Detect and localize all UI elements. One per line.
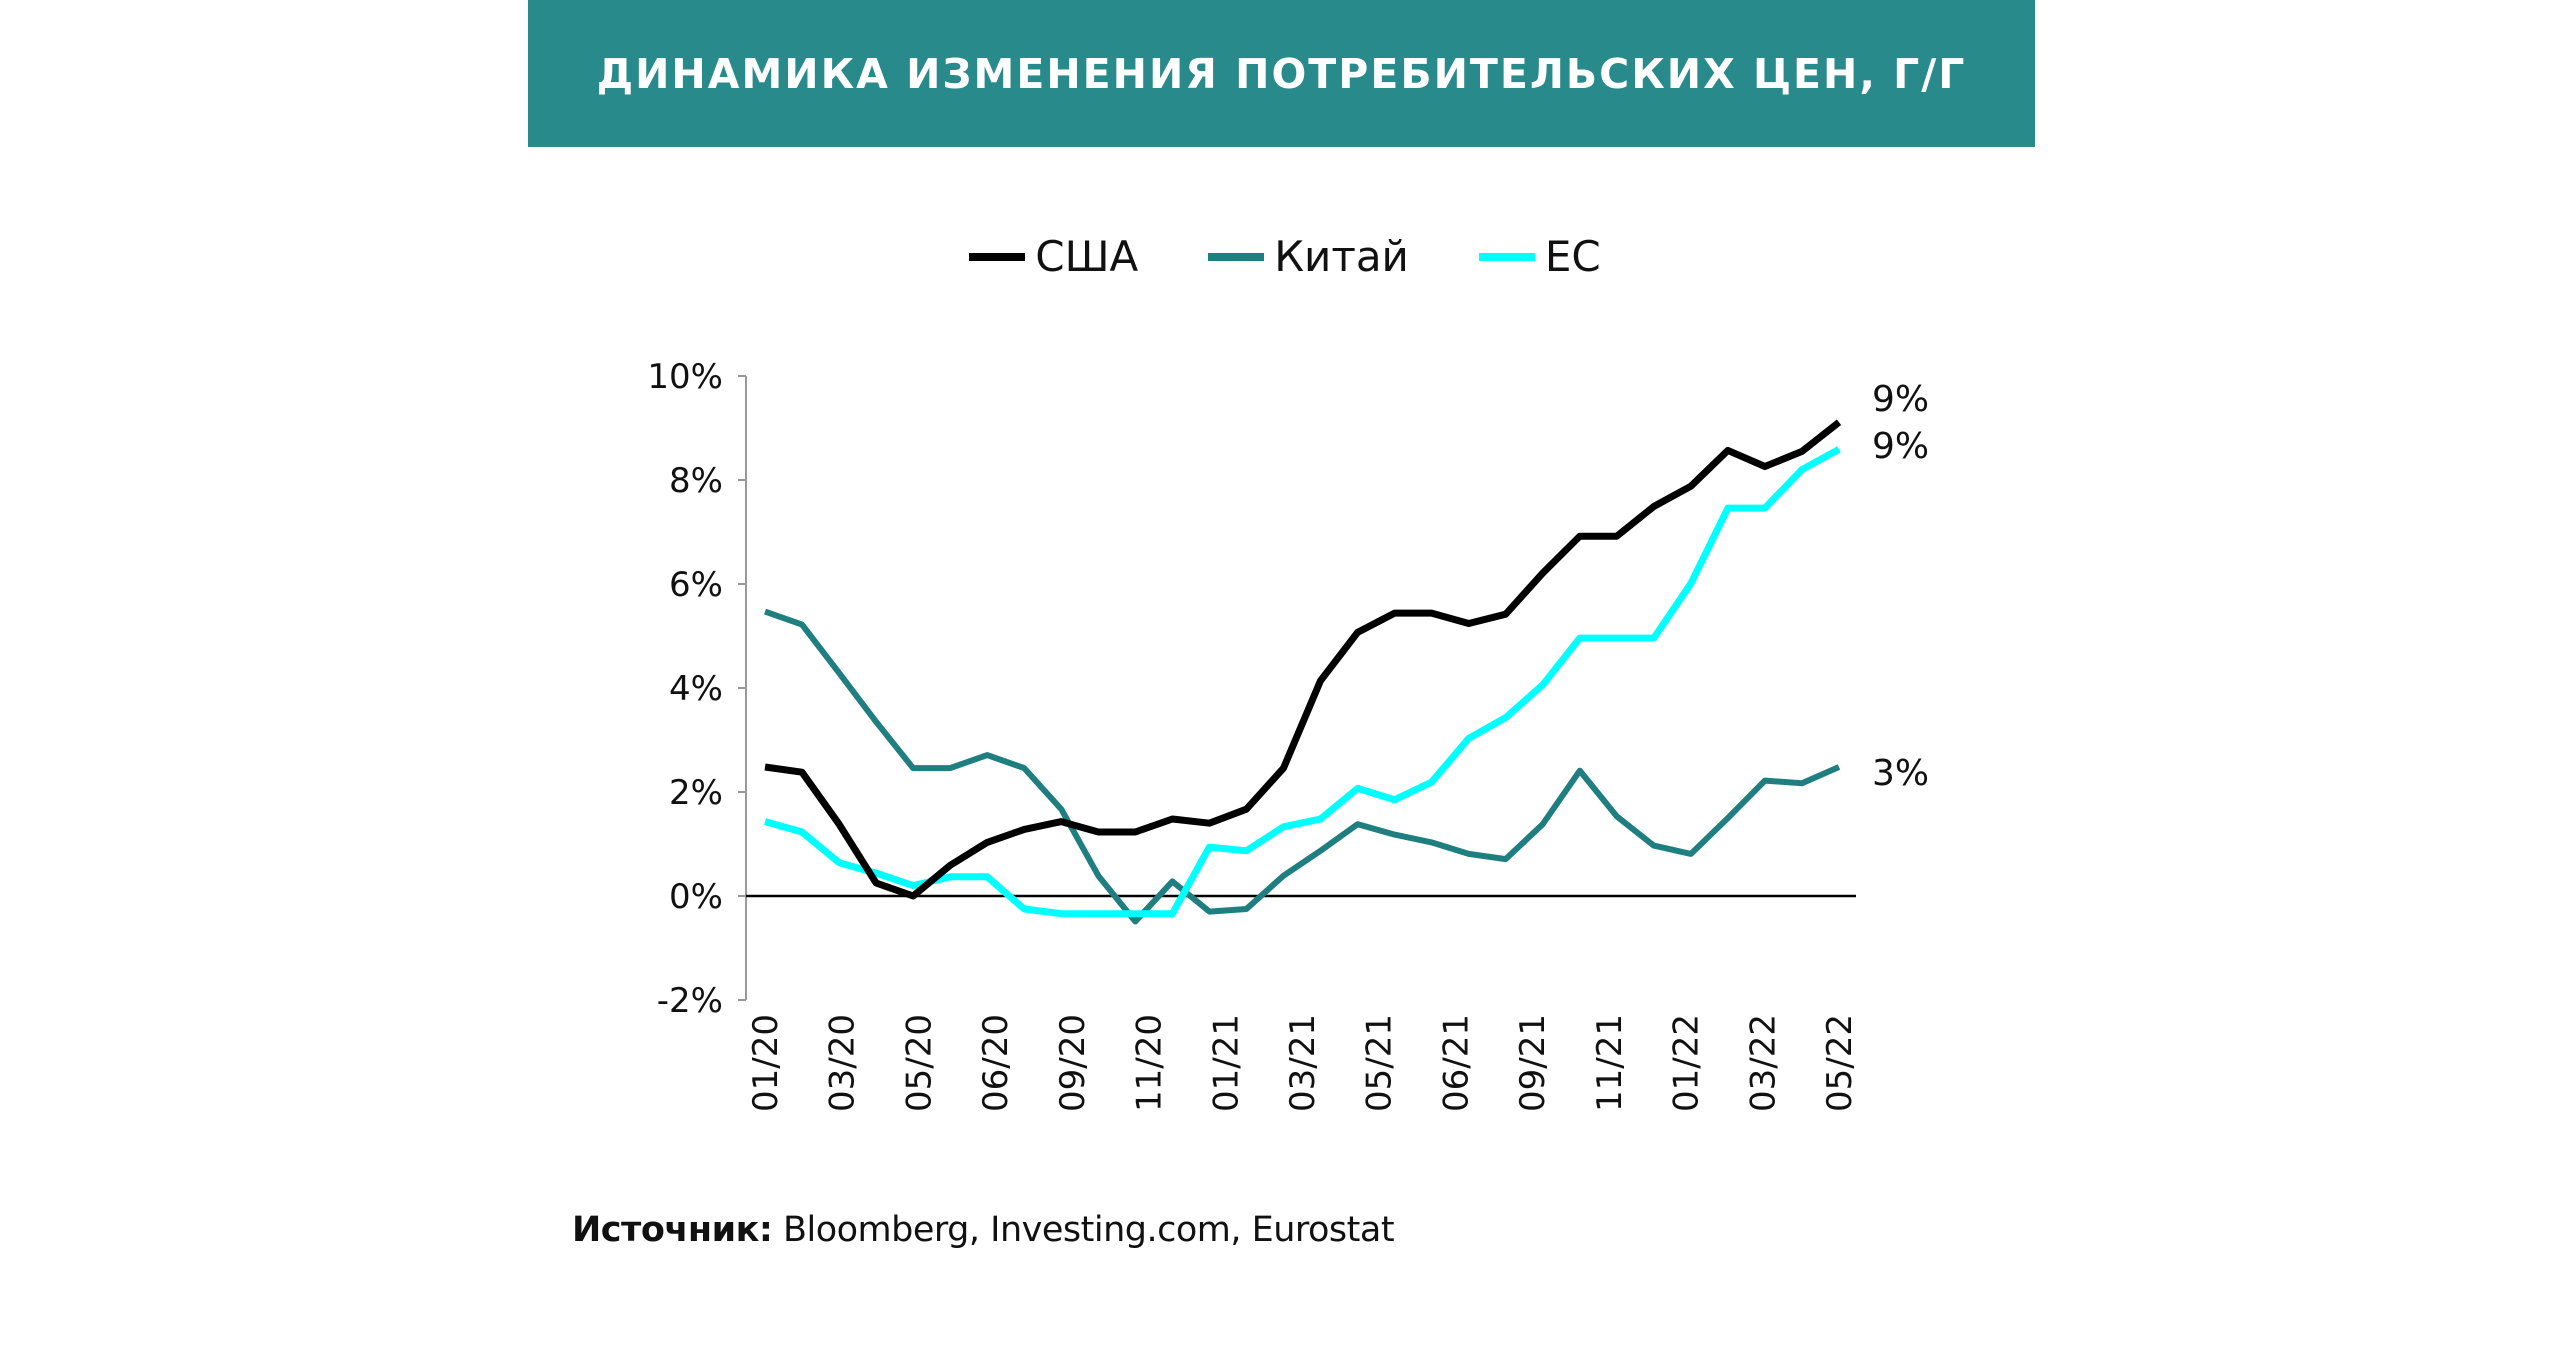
x-tick-label: 01/20: [746, 1014, 786, 1112]
legend-swatch-china: [1208, 252, 1265, 261]
y-tick-label: -2%: [657, 981, 723, 1021]
legend: США Китай ЕС: [0, 232, 2550, 281]
x-tick-label: 05/22: [1820, 1014, 1860, 1112]
x-tick-label: 03/22: [1743, 1014, 1783, 1112]
legend-item-china: Китай: [1208, 232, 1409, 281]
x-tick-label: 03/20: [823, 1014, 863, 1112]
y-tick-label: 6%: [669, 565, 723, 605]
series-line-eu: [764, 446, 1841, 918]
source-label: Источник:: [572, 1210, 773, 1250]
x-tick-label: 01/21: [1206, 1014, 1246, 1112]
legend-swatch-eu: [1478, 252, 1535, 261]
x-tick-label: 11/21: [1590, 1014, 1630, 1112]
legend-label-china: Китай: [1274, 232, 1409, 281]
legend-label-usa: США: [1035, 232, 1139, 281]
x-tick-label: 09/20: [1053, 1014, 1093, 1112]
series-line-china: [764, 608, 1841, 925]
y-tick-label: 2%: [669, 773, 723, 813]
x-tick-label: 05/20: [899, 1014, 939, 1112]
legend-swatch-usa: [969, 252, 1026, 261]
end-label-eu: 9%: [1872, 426, 1929, 467]
series-line-usa: [764, 419, 1842, 900]
y-tick-label: 10%: [647, 357, 723, 397]
source-text: Bloomberg, Investing.com, Eurostat: [772, 1210, 1395, 1250]
x-tick-label: 06/20: [976, 1014, 1016, 1112]
end-label-usa: 9%: [1872, 379, 1929, 420]
end-label-china: 3%: [1872, 753, 1929, 794]
x-tick-label: 09/21: [1513, 1014, 1553, 1112]
chart-title-banner: ДИНАМИКА ИЗМЕНЕНИЯ ПОТРЕБИТЕЛЬСКИХ ЦЕН, …: [528, 0, 2035, 147]
legend-label-eu: ЕС: [1544, 232, 1601, 281]
legend-item-eu: ЕС: [1478, 232, 1601, 281]
y-tick-label: 8%: [669, 461, 723, 501]
source-note: Источник: Bloomberg, Investing.com, Euro…: [572, 1210, 1395, 1250]
x-tick-label: 01/22: [1667, 1014, 1707, 1112]
x-tick-label: 05/21: [1360, 1014, 1400, 1112]
legend-item-usa: США: [969, 232, 1138, 281]
x-tick-label: 11/20: [1130, 1014, 1170, 1112]
x-tick-label: 03/21: [1283, 1014, 1323, 1112]
x-tick-label: 06/21: [1436, 1014, 1476, 1112]
y-tick-label: 4%: [669, 669, 723, 709]
chart-title: ДИНАМИКА ИЗМЕНЕНИЯ ПОТРЕБИТЕЛЬСКИХ ЦЕН, …: [596, 49, 1967, 98]
y-tick-label: 0%: [669, 877, 723, 917]
